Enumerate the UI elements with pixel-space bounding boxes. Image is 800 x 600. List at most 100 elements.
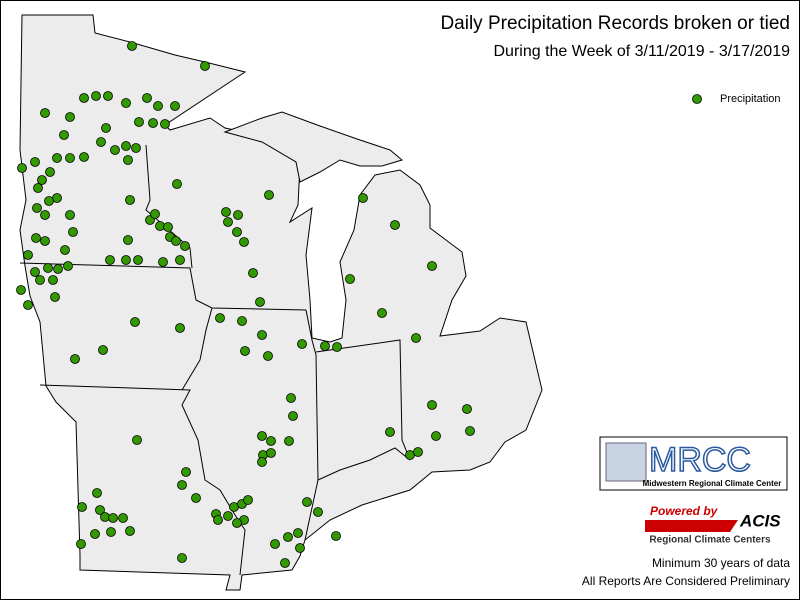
record-dot — [52, 153, 62, 163]
record-dot — [30, 157, 40, 167]
record-dot — [121, 255, 131, 265]
record-dot — [280, 558, 290, 568]
border — [181, 307, 213, 391]
record-dot — [313, 507, 323, 517]
record-dot — [91, 91, 101, 101]
record-dot — [118, 513, 128, 523]
record-dot — [270, 539, 280, 549]
record-dot — [213, 515, 223, 525]
record-dot — [155, 221, 165, 231]
record-dot — [123, 155, 133, 165]
record-dot — [390, 220, 400, 230]
record-dot — [288, 411, 298, 421]
record-dot — [264, 190, 274, 200]
record-dot — [257, 330, 267, 340]
note: Minimum 30 years of data — [652, 556, 790, 570]
record-dot — [284, 436, 294, 446]
record-dot — [125, 195, 135, 205]
state-borders — [19, 144, 411, 576]
record-dot — [223, 217, 233, 227]
record-dot — [465, 426, 475, 436]
acis-logo: ACIS — [739, 511, 781, 530]
record-dot — [377, 308, 387, 318]
record-dot — [108, 513, 118, 523]
record-dot — [37, 175, 47, 185]
record-dot — [95, 505, 105, 515]
record-dot — [163, 222, 173, 232]
record-dot — [65, 210, 75, 220]
record-dot — [297, 339, 307, 349]
record-dot — [53, 264, 63, 274]
legend-label: Precipitation — [720, 93, 781, 105]
record-dot — [237, 316, 247, 326]
record-dot — [106, 527, 116, 537]
record-dot — [255, 297, 265, 307]
record-dot — [257, 457, 267, 467]
title: Daily Precipitation Records broken or ti… — [440, 13, 790, 34]
record-dot — [295, 543, 305, 553]
record-dot — [181, 467, 191, 477]
powered-by: Powered by — [650, 504, 719, 518]
upper-peninsula — [223, 111, 404, 183]
record-dot — [105, 255, 115, 265]
record-dot — [200, 61, 210, 71]
record-dot — [59, 130, 69, 140]
rcc: Regional Climate Centers — [649, 535, 771, 546]
record-dot — [153, 101, 163, 111]
record-dot — [411, 333, 421, 343]
record-dot — [240, 346, 250, 356]
record-dot — [358, 193, 368, 203]
record-dot — [35, 275, 45, 285]
record-dot — [43, 263, 53, 273]
record-dot — [110, 145, 120, 155]
record-dot — [283, 532, 293, 542]
record-dot — [44, 196, 54, 206]
record-dot — [158, 257, 168, 267]
record-dot — [17, 163, 27, 173]
record-dot — [63, 261, 73, 271]
record-dot — [302, 497, 312, 507]
subtitle: During the Week of 3/11/2019 - 3/17/2019 — [494, 43, 791, 60]
record-dot — [150, 209, 160, 219]
mrcc-logo-map — [605, 442, 647, 482]
record-dot — [221, 207, 231, 217]
record-dot — [413, 447, 423, 457]
record-dot — [215, 313, 225, 323]
record-dot — [175, 255, 185, 265]
record-dot — [180, 241, 190, 251]
record-dot — [171, 236, 181, 246]
record-dot — [60, 245, 70, 255]
record-dot — [40, 236, 50, 246]
border — [39, 384, 246, 576]
record-dot — [65, 153, 75, 163]
record-dot — [134, 117, 144, 127]
record-dot — [65, 112, 75, 122]
record-dot — [427, 261, 437, 271]
record-dot — [127, 41, 137, 51]
record-dot — [125, 526, 135, 536]
record-dot — [232, 518, 242, 528]
record-dot — [248, 268, 258, 278]
acis-swoosh — [645, 520, 738, 532]
mrcc-logo: MRCC — [649, 441, 751, 479]
record-dot — [239, 237, 249, 247]
records — [16, 41, 475, 568]
record-dot — [427, 400, 437, 410]
border — [315, 339, 411, 461]
record-dot — [48, 275, 58, 285]
record-dot — [79, 152, 89, 162]
record-dot — [33, 183, 43, 193]
record-dot — [266, 448, 276, 458]
record-dot — [32, 203, 42, 213]
record-dot — [257, 431, 267, 441]
border — [19, 262, 307, 311]
record-dot — [131, 143, 141, 153]
note: All Reports Are Considered Preliminary — [582, 574, 790, 588]
record-dot — [68, 227, 78, 237]
record-dot — [50, 292, 60, 302]
border — [304, 309, 319, 541]
record-dot — [98, 345, 108, 355]
record-dot — [172, 179, 182, 189]
record-dot — [130, 317, 140, 327]
record-dot — [77, 502, 87, 512]
